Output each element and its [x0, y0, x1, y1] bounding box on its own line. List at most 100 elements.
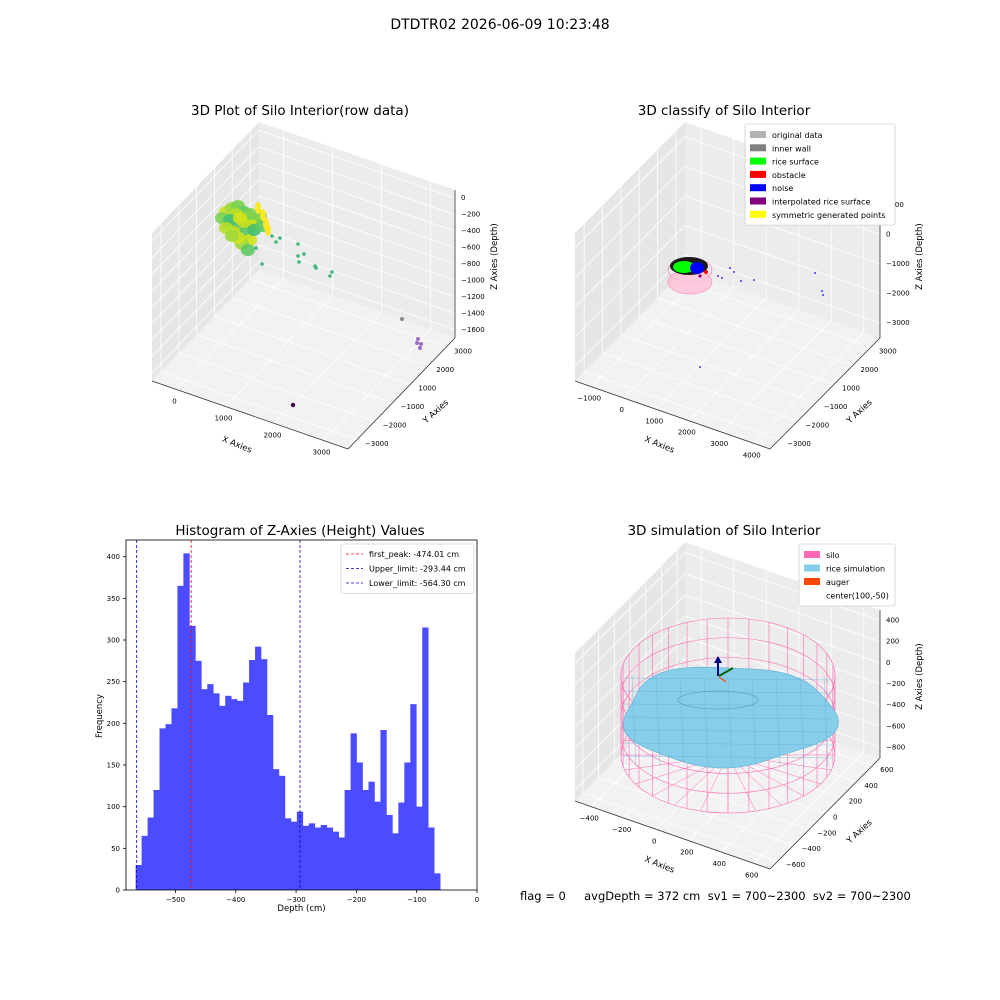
plot2-legend-label: original data — [772, 131, 823, 140]
plot2-y-axis-label: Y Axies — [844, 398, 875, 427]
histogram-bar — [249, 660, 256, 890]
histogram-bar — [338, 837, 345, 890]
plot4-x-tick-label: 400 — [713, 860, 726, 868]
histogram-bar — [183, 553, 190, 890]
histogram-bar — [165, 724, 172, 890]
plot1-outlier-point — [416, 337, 420, 341]
plot1-scatter-point — [330, 270, 334, 274]
plot4-z-axis-label: Z Axies (Depth) — [915, 643, 925, 710]
plot2-x-axis-label: X Axies — [643, 435, 676, 456]
plot1-cluster-point — [260, 209, 266, 221]
plot1-outlier-point — [400, 317, 404, 321]
plot2-noise-point — [717, 275, 719, 277]
plot2-grid-x — [720, 320, 832, 433]
plot2-x-tick-label: 2000 — [678, 429, 696, 437]
plot2-grid-y — [602, 352, 798, 422]
histogram-bar — [177, 585, 184, 890]
histogram-bar — [326, 827, 333, 890]
plot1-grid-x — [225, 295, 333, 407]
histogram-bar — [422, 627, 429, 890]
plot2-legend — [744, 123, 896, 226]
plot1-grid-z — [151, 179, 456, 291]
plot2-noise-cluster — [690, 262, 704, 274]
plot2-legend-swatch — [750, 157, 766, 165]
plot1-y-tick-label: 3000 — [454, 347, 472, 355]
histogram-y-tick-label: 400 — [107, 553, 120, 561]
plot2-grid-z — [574, 195, 881, 308]
plot1-scatter-point — [260, 262, 264, 266]
plot2-grid-x — [655, 298, 767, 410]
plot2-noise-point — [721, 277, 723, 279]
histogram-bar — [147, 817, 154, 890]
histogram-bar — [302, 825, 310, 890]
histogram-bar — [350, 733, 357, 890]
plot1-scatter-point — [328, 274, 332, 278]
plot1-scatter-point — [314, 266, 318, 270]
plot4-y-tick-label: −400 — [802, 845, 821, 853]
plot1-x-tick-label: 0 — [172, 398, 176, 406]
plot4-grid-y — [582, 792, 778, 862]
plot1-x-axis-label: X Axies — [220, 435, 253, 456]
histogram-y-tick-label: 100 — [107, 803, 120, 811]
plot1-y-tick-label: 2000 — [436, 366, 454, 374]
plot1-y-tick-label: 1000 — [418, 384, 436, 392]
plot4-title: 3D simulation of Silo Interior — [627, 523, 821, 539]
plot2-grid-x — [590, 275, 702, 387]
plot2-legend-label: noise — [772, 184, 793, 193]
plot2-x-tick-label: 0 — [620, 406, 624, 414]
plot2-legend-swatch — [750, 144, 766, 152]
plot4-z-tick-label: 200 — [886, 638, 899, 646]
plot2-legend-label: rice surface — [772, 158, 819, 167]
plot2-noise-point — [753, 279, 755, 281]
plot1-grid-y — [214, 315, 411, 385]
plot1-points — [215, 200, 423, 408]
plot2-legend-label: symmetric generated points — [772, 211, 885, 220]
plot4-x-tick-label: 200 — [680, 849, 693, 857]
plot1-x-tick-label: 2000 — [264, 432, 282, 440]
histogram-frame — [125, 539, 478, 891]
histogram-x-tick-label: 0 — [475, 896, 479, 904]
plot1-grid-y — [160, 371, 358, 441]
plot1-grid-z — [151, 129, 456, 242]
histogram-bar — [159, 728, 166, 890]
plot4-y-axis-line — [769, 757, 881, 870]
plot2-noise-point — [699, 366, 701, 368]
histogram-bar — [314, 827, 322, 890]
plot4-x-tick-label: −400 — [580, 815, 599, 823]
plot4-rice-hollow — [677, 690, 759, 710]
plot2-z-tick-label: −2000 — [886, 290, 910, 298]
plot1-outlier-point — [415, 341, 419, 345]
histogram-y-tick-label: 250 — [107, 678, 120, 686]
plot1-scatter-point — [274, 240, 278, 244]
histogram-bar — [219, 705, 226, 890]
histogram-bar — [261, 659, 268, 890]
plot1-scatter-point — [296, 254, 300, 258]
histogram-bar — [255, 646, 262, 890]
histogram-legend-label: Upper_limit: -293.44 cm — [369, 565, 466, 574]
plot2-grid-y — [584, 371, 780, 441]
plot2-grid-y — [620, 334, 816, 404]
plot2-legend-label: inner wall — [772, 144, 811, 153]
plot1-scatter-point — [296, 242, 300, 246]
plot2-z-tick-label: −1000 — [886, 260, 910, 268]
plot2-z-tick-label: 0 — [886, 230, 890, 238]
plot1-cluster-point — [241, 244, 255, 256]
plot4-rice-mesh — [751, 675, 757, 767]
plot4-rice-mesh — [623, 716, 833, 720]
plot2-y-tick-label: 3000 — [879, 347, 897, 355]
plot2-legend-swatch — [750, 210, 766, 218]
plot1-axes-box — [151, 122, 456, 450]
plot2-y-axis-line — [769, 337, 881, 450]
plot1-y-axis-line — [347, 337, 456, 450]
plot4-rice-mesh — [799, 675, 805, 767]
plot4-rice-mesh — [775, 675, 781, 767]
plot2-points — [667, 257, 824, 368]
plot4-x-tick-label: −200 — [612, 826, 631, 834]
plot1-x-tick-label: 1000 — [215, 415, 233, 423]
histogram-x-tick-label: −100 — [407, 896, 426, 904]
histogram-bar — [398, 802, 405, 890]
plot2-grid-y — [675, 278, 871, 348]
plot1-scatter-point — [254, 246, 258, 250]
plot2-grid-x — [753, 332, 865, 444]
plot4-grid-z — [574, 594, 881, 707]
